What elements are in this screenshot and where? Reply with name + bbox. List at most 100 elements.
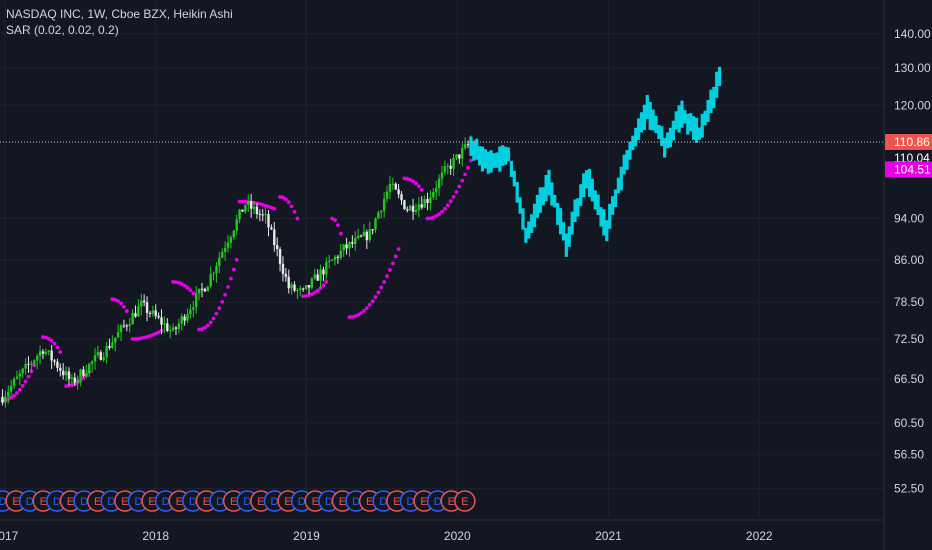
candle-body [267, 214, 270, 228]
candle-body [423, 198, 426, 208]
candle-body [232, 230, 236, 238]
candle-body [114, 337, 117, 343]
projection-bar [527, 221, 531, 239]
candle-body [206, 286, 209, 292]
earnings-marker[interactable]: E [454, 490, 476, 512]
sar-dot [110, 297, 115, 302]
candle-body [336, 256, 340, 258]
candle-body [30, 363, 33, 365]
candle-body [166, 323, 169, 332]
projection-bar [501, 145, 505, 166]
sar-dot [220, 299, 225, 304]
candle-body [380, 210, 383, 213]
candle-body [235, 219, 238, 231]
candle-body [134, 313, 137, 317]
sar-dot [191, 291, 196, 296]
projection-bar [642, 104, 647, 130]
candle-body [119, 325, 123, 333]
candle-body [296, 289, 299, 291]
time-axis[interactable]: 2017 2018 2019 2020 2021 2022 [0, 519, 884, 543]
sar-dot [315, 288, 320, 293]
projection-bar [535, 194, 540, 218]
candle-body [354, 237, 357, 244]
sar-dot [81, 376, 86, 381]
candle-body [368, 229, 371, 241]
sar-dot [367, 302, 372, 307]
candle-body [197, 288, 201, 294]
projection-series [469, 66, 722, 257]
candle-body [85, 373, 88, 376]
sar-dot [347, 315, 352, 320]
candle-body [466, 144, 470, 146]
projection-bar [691, 116, 696, 140]
sar-dot [460, 178, 465, 183]
price-tick-label: 130.00 [894, 61, 931, 75]
projection-bar [605, 220, 609, 242]
projection-bar [660, 126, 664, 146]
projection-bar [495, 152, 499, 168]
sar-dot [419, 187, 424, 192]
sar-dot [382, 280, 387, 284]
sar-dot [370, 299, 375, 304]
marker-letter: D [298, 496, 306, 508]
candle-body [258, 214, 262, 216]
sar-dot [289, 204, 294, 209]
projection-bar [712, 86, 716, 109]
projection-bar [697, 127, 701, 140]
marker-letter: E [203, 496, 210, 508]
symbol-title[interactable]: NASDAQ INC, 1W, Cboe BZX, Heikin Ashi [6, 7, 233, 21]
candle-body [64, 371, 68, 376]
marker-letter: D [80, 496, 88, 508]
sar-dot [292, 209, 297, 214]
sar-dot [278, 194, 282, 199]
price-label-box [885, 161, 932, 178]
candle-body [400, 194, 403, 201]
candle-body [41, 351, 45, 354]
projection-bar [576, 198, 580, 217]
candle-body [79, 369, 82, 379]
marker-letter: D [26, 496, 34, 508]
sar-dot [445, 203, 450, 208]
sar-dot [466, 165, 470, 170]
sar-dot [174, 280, 178, 285]
sar-dot [353, 314, 358, 319]
candle-body [307, 285, 311, 288]
candle-body [131, 313, 134, 325]
marker-letter: D [407, 496, 415, 508]
candle-body [163, 323, 166, 325]
candle-body [313, 274, 316, 279]
candle-body [455, 154, 458, 158]
candle-body [278, 249, 282, 264]
projection-bar [558, 208, 563, 235]
projection-bar [654, 115, 658, 134]
projection-bar [648, 101, 652, 130]
sar-dot [231, 267, 236, 272]
candle-body [180, 316, 183, 324]
sar-dot [257, 202, 262, 206]
candle-body [394, 183, 397, 190]
price-axis[interactable]: 140.00 130.00 120.00 94.00 86.00 78.50 72.50 66… [883, 0, 932, 550]
sar-dot [364, 306, 369, 310]
sar-dot [379, 285, 384, 290]
sar-dot [185, 285, 190, 290]
projection-bar [498, 146, 502, 172]
candle-body [247, 201, 250, 205]
sar-dot [156, 330, 161, 335]
projection-bar [489, 150, 493, 173]
indicator-label[interactable]: SAR (0.02, 0.02, 0.2) [6, 23, 119, 37]
marker-letter: E [67, 496, 74, 508]
projection-bar [634, 127, 638, 147]
candle-body [50, 350, 53, 361]
projection-bar [532, 203, 537, 228]
sar-dot [350, 314, 355, 319]
projection-bar [561, 222, 566, 241]
sar-dot [142, 335, 147, 340]
marker-letter: E [284, 496, 291, 508]
sar-dot [217, 306, 222, 311]
sar-dot [304, 294, 308, 298]
sar-dot [454, 190, 459, 194]
candle-body [339, 250, 342, 258]
candle-body [356, 235, 360, 238]
